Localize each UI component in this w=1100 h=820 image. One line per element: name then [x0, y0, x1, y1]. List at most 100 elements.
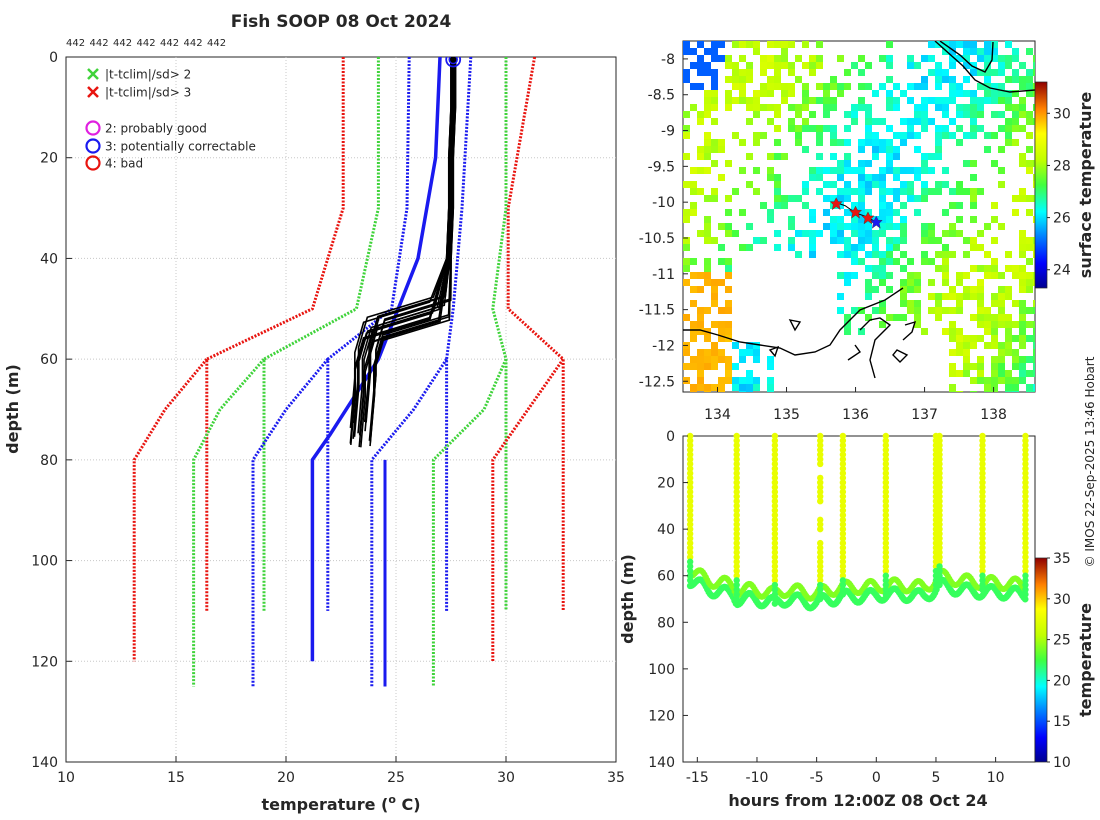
legend-label: 2: probably good — [105, 122, 207, 136]
sst-cell — [823, 181, 830, 188]
sst-cell — [802, 230, 809, 237]
sst-cell — [697, 356, 704, 363]
sst-cell — [963, 342, 970, 349]
sst-cell — [739, 139, 746, 146]
sst-cell — [844, 69, 851, 76]
sst-cell — [683, 76, 690, 83]
sst-cell — [893, 314, 900, 321]
sst-cell — [984, 41, 991, 48]
sst-cell — [1005, 104, 1012, 111]
legend-circle-marker — [85, 138, 101, 154]
profile-x-label: temperature (o C) — [261, 793, 420, 814]
sst-cell — [1026, 118, 1033, 125]
sst-cell — [704, 349, 711, 356]
map-y-tick-label: -8.5 — [648, 88, 675, 104]
sst-cell — [1005, 62, 1012, 69]
sst-cell — [683, 349, 690, 356]
sst-cell — [690, 209, 697, 216]
profile-sample — [1022, 525, 1029, 533]
sst-cell — [823, 209, 830, 216]
profile-sample — [817, 591, 824, 598]
sst-cell — [844, 244, 851, 251]
map-colorbar-tick-label: 28 — [1053, 158, 1071, 174]
sst-cell — [921, 76, 928, 83]
sst-cell — [697, 370, 704, 377]
profile-sample — [882, 591, 890, 598]
profile-sample — [979, 530, 986, 537]
sst-cell — [928, 118, 935, 125]
profile-sample — [839, 470, 847, 477]
map-x-ticks: 134 135 136 137 138 — [704, 387, 1007, 423]
sst-cell — [830, 76, 837, 83]
sst-cell — [711, 48, 718, 55]
profile-sample — [882, 474, 890, 482]
sst-cell — [837, 83, 844, 90]
sst-cell — [914, 146, 921, 153]
sst-cell — [851, 216, 858, 223]
sst-cell — [1033, 237, 1035, 244]
profile-sample — [771, 470, 779, 477]
profile-sample — [979, 572, 986, 579]
sst-cell — [1012, 272, 1019, 279]
sst-cell — [886, 62, 893, 69]
profile-sample — [936, 446, 943, 454]
sst-cell — [1019, 251, 1026, 258]
x-tick-label: 15 — [167, 770, 185, 786]
sst-cell — [963, 104, 970, 111]
profile-sample — [936, 474, 943, 482]
sst-cell — [1026, 286, 1033, 293]
sst-cell — [900, 90, 907, 97]
y-tick-label: 100 — [31, 554, 58, 570]
profile-sample — [839, 442, 847, 449]
sst-cell — [690, 300, 697, 307]
sst-cell — [725, 300, 732, 307]
profile-sample — [979, 460, 986, 468]
measured-profile-line — [349, 57, 452, 444]
sst-cell — [865, 223, 872, 230]
profile-sample — [771, 553, 779, 561]
profile-sample — [817, 474, 824, 482]
profile-sample — [771, 581, 779, 589]
sst-cell — [1005, 370, 1012, 377]
sst-cell — [683, 69, 690, 76]
sst-cell — [830, 237, 837, 244]
climatology-band-line — [431, 358, 508, 687]
sst-cell — [956, 279, 963, 286]
sst-cell — [844, 321, 851, 328]
sst-cell — [893, 146, 900, 153]
profile-sample — [1022, 553, 1029, 561]
sst-cell — [774, 62, 781, 69]
sst-cell — [795, 104, 802, 111]
profile-sample — [882, 539, 890, 547]
legend-label: 3: potentially correctable — [105, 140, 256, 154]
sst-cell — [970, 335, 977, 342]
profile-sample — [839, 563, 847, 570]
sst-cell — [949, 48, 956, 55]
sst-cell — [725, 356, 732, 363]
sst-cell — [1033, 363, 1035, 370]
profile-sample — [839, 507, 847, 514]
sst-cell — [718, 356, 725, 363]
profile-sample — [733, 507, 740, 514]
ts-y-tick-label: 100 — [648, 662, 675, 678]
map-x-tick-label: 137 — [911, 407, 938, 423]
sst-cell — [1012, 300, 1019, 307]
sst-cell — [977, 314, 984, 321]
sst-cell — [788, 237, 795, 244]
sst-cell — [830, 181, 837, 188]
sst-cell — [977, 286, 984, 293]
sst-cell — [963, 41, 970, 48]
sst-cell — [858, 139, 865, 146]
sst-cell — [1033, 244, 1035, 251]
sst-cell — [858, 258, 865, 265]
sst-cell — [956, 181, 963, 188]
sst-cell — [858, 104, 865, 111]
sst-cell — [837, 160, 844, 167]
sst-cell — [788, 125, 795, 132]
sst-cell — [753, 237, 760, 244]
sst-cell — [1026, 167, 1033, 174]
profile-sample — [771, 516, 779, 524]
climatology-band-line — [445, 57, 473, 611]
sst-cell — [774, 41, 781, 48]
sst-cell — [809, 237, 816, 244]
